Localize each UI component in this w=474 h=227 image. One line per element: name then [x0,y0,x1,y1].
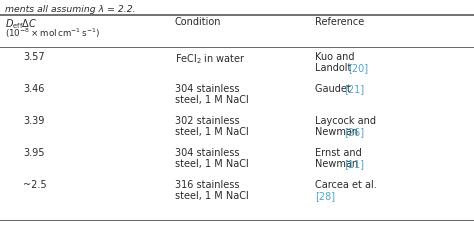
Text: ments all assuming λ = 2.2.: ments all assuming λ = 2.2. [5,5,136,14]
Text: 3.39: 3.39 [23,116,45,126]
Text: steel, 1 M NaCl: steel, 1 M NaCl [175,127,249,137]
Text: Condition: Condition [175,17,221,27]
Text: $D_{\mathrm{eff}}\Delta C$: $D_{\mathrm{eff}}\Delta C$ [5,17,37,31]
Text: 3.95: 3.95 [23,148,45,158]
Text: 316 stainless: 316 stainless [175,180,239,190]
Text: 302 stainless: 302 stainless [175,116,240,126]
Text: [28]: [28] [315,191,335,201]
Text: [20]: [20] [348,63,368,73]
Text: ~2.5: ~2.5 [23,180,46,190]
Text: Laycock and: Laycock and [315,116,376,126]
Text: steel, 1 M NaCl: steel, 1 M NaCl [175,95,249,105]
Text: Newman: Newman [315,159,361,169]
Text: $(10^{-8} \times \mathrm{mol\,cm^{-1}\,s^{-1}})$: $(10^{-8} \times \mathrm{mol\,cm^{-1}\,s… [5,27,100,40]
Text: 304 stainless: 304 stainless [175,148,239,158]
Text: [26]: [26] [344,127,364,137]
Text: Landolt: Landolt [315,63,355,73]
Text: Newman: Newman [315,127,361,137]
Text: Reference: Reference [315,17,364,27]
Text: [21]: [21] [344,84,364,94]
Text: 3.57: 3.57 [23,52,45,62]
Text: steel, 1 M NaCl: steel, 1 M NaCl [175,159,249,169]
Text: Ernst and: Ernst and [315,148,362,158]
Text: Carcea et al.: Carcea et al. [315,180,377,190]
Text: Kuo and: Kuo and [315,52,355,62]
Text: Gaudet: Gaudet [315,84,354,94]
Text: 3.46: 3.46 [23,84,45,94]
Text: 304 stainless: 304 stainless [175,84,239,94]
Text: [11]: [11] [344,159,364,169]
Text: FeCl$_2$ in water: FeCl$_2$ in water [175,52,246,66]
Text: steel, 1 M NaCl: steel, 1 M NaCl [175,191,249,201]
